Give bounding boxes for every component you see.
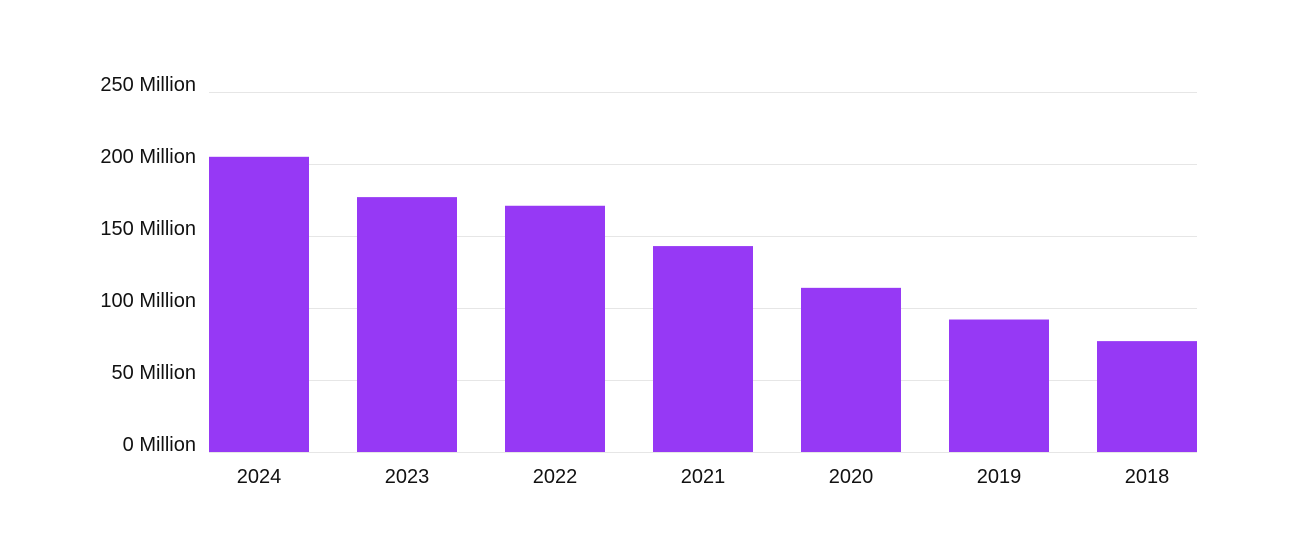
- x-tick-label: 2022: [533, 466, 578, 488]
- x-tick-label: 2023: [385, 466, 430, 488]
- y-tick-label: 250 Million: [100, 74, 196, 96]
- bar-2018: [1097, 341, 1197, 452]
- y-tick-label: 50 Million: [112, 362, 196, 384]
- bar-2024: [209, 156, 309, 453]
- bar-2021: [653, 246, 753, 452]
- x-tick-label: 2019: [977, 466, 1022, 488]
- bar-2022: [505, 205, 605, 452]
- y-axis-tick-labels: 0 Million 50 Million 100 Million 150 Millio…: [100, 74, 196, 456]
- bar-2019: [949, 319, 1049, 452]
- x-tick-label: 2018: [1125, 466, 1170, 488]
- x-tick-label: 2024: [237, 466, 282, 488]
- bars: [209, 156, 1197, 453]
- y-tick-label: 100 Million: [100, 290, 196, 312]
- bar-2023: [357, 197, 457, 452]
- x-tick-label: 2020: [829, 466, 874, 488]
- y-tick-label: 200 Million: [100, 146, 196, 168]
- y-tick-label: 0 Million: [123, 434, 196, 456]
- x-axis-tick-labels: 2024 2023 2022 2021 2020 2019 2018: [237, 466, 1170, 488]
- y-tick-label: 150 Million: [100, 218, 196, 240]
- x-tick-label: 2021: [681, 466, 726, 488]
- bar-2020: [801, 287, 901, 452]
